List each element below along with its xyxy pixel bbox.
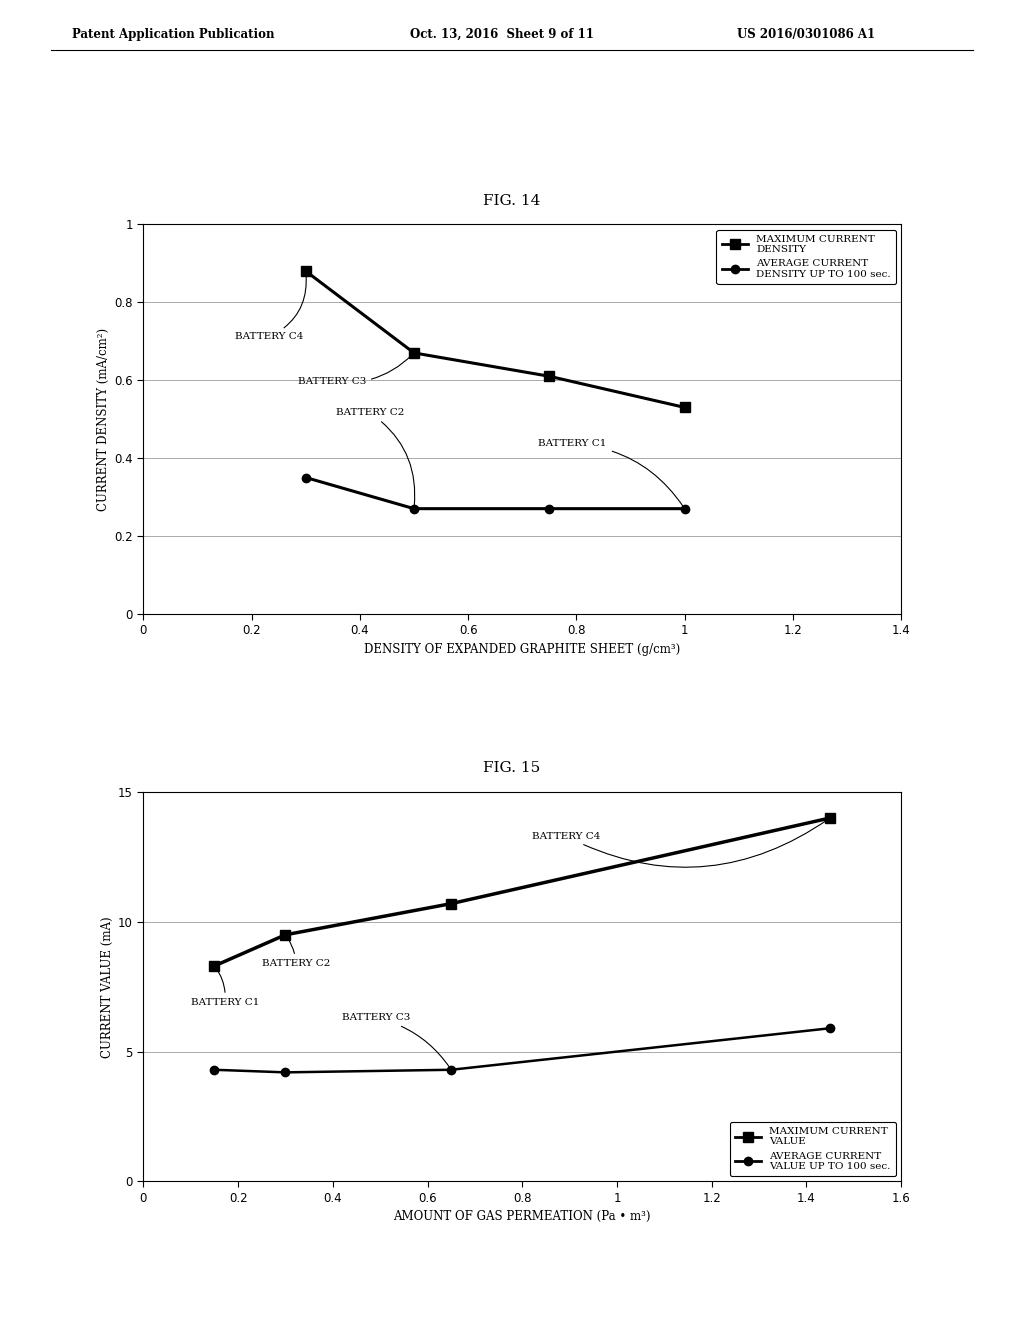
- Text: BATTERY C1: BATTERY C1: [190, 968, 259, 1007]
- Text: Oct. 13, 2016  Sheet 9 of 11: Oct. 13, 2016 Sheet 9 of 11: [410, 28, 594, 41]
- Text: BATTERY C4: BATTERY C4: [236, 273, 306, 342]
- Y-axis label: CURRENT VALUE (mA): CURRENT VALUE (mA): [101, 916, 114, 1057]
- X-axis label: DENSITY OF EXPANDED GRAPHITE SHEET (g/cm³): DENSITY OF EXPANDED GRAPHITE SHEET (g/cm…: [365, 643, 680, 656]
- Text: BATTERY C1: BATTERY C1: [539, 440, 683, 507]
- X-axis label: AMOUNT OF GAS PERMEATION (Pa • m³): AMOUNT OF GAS PERMEATION (Pa • m³): [393, 1210, 651, 1224]
- Text: FIG. 14: FIG. 14: [483, 194, 541, 207]
- Legend: MAXIMUM CURRENT
VALUE, AVERAGE CURRENT
VALUE UP TO 100 sec.: MAXIMUM CURRENT VALUE, AVERAGE CURRENT V…: [730, 1122, 896, 1176]
- Y-axis label: CURRENT DENSITY (mA/cm²): CURRENT DENSITY (mA/cm²): [97, 327, 111, 511]
- Text: US 2016/0301086 A1: US 2016/0301086 A1: [737, 28, 876, 41]
- Text: FIG. 15: FIG. 15: [483, 762, 541, 775]
- Text: Patent Application Publication: Patent Application Publication: [72, 28, 274, 41]
- Text: BATTERY C3: BATTERY C3: [342, 1014, 450, 1068]
- Text: BATTERY C2: BATTERY C2: [262, 937, 330, 968]
- Legend: MAXIMUM CURRENT
DENSITY, AVERAGE CURRENT
DENSITY UP TO 100 sec.: MAXIMUM CURRENT DENSITY, AVERAGE CURRENT…: [717, 230, 896, 284]
- Text: BATTERY C2: BATTERY C2: [336, 408, 415, 506]
- Text: BATTERY C3: BATTERY C3: [298, 355, 412, 385]
- Text: BATTERY C4: BATTERY C4: [531, 820, 827, 867]
